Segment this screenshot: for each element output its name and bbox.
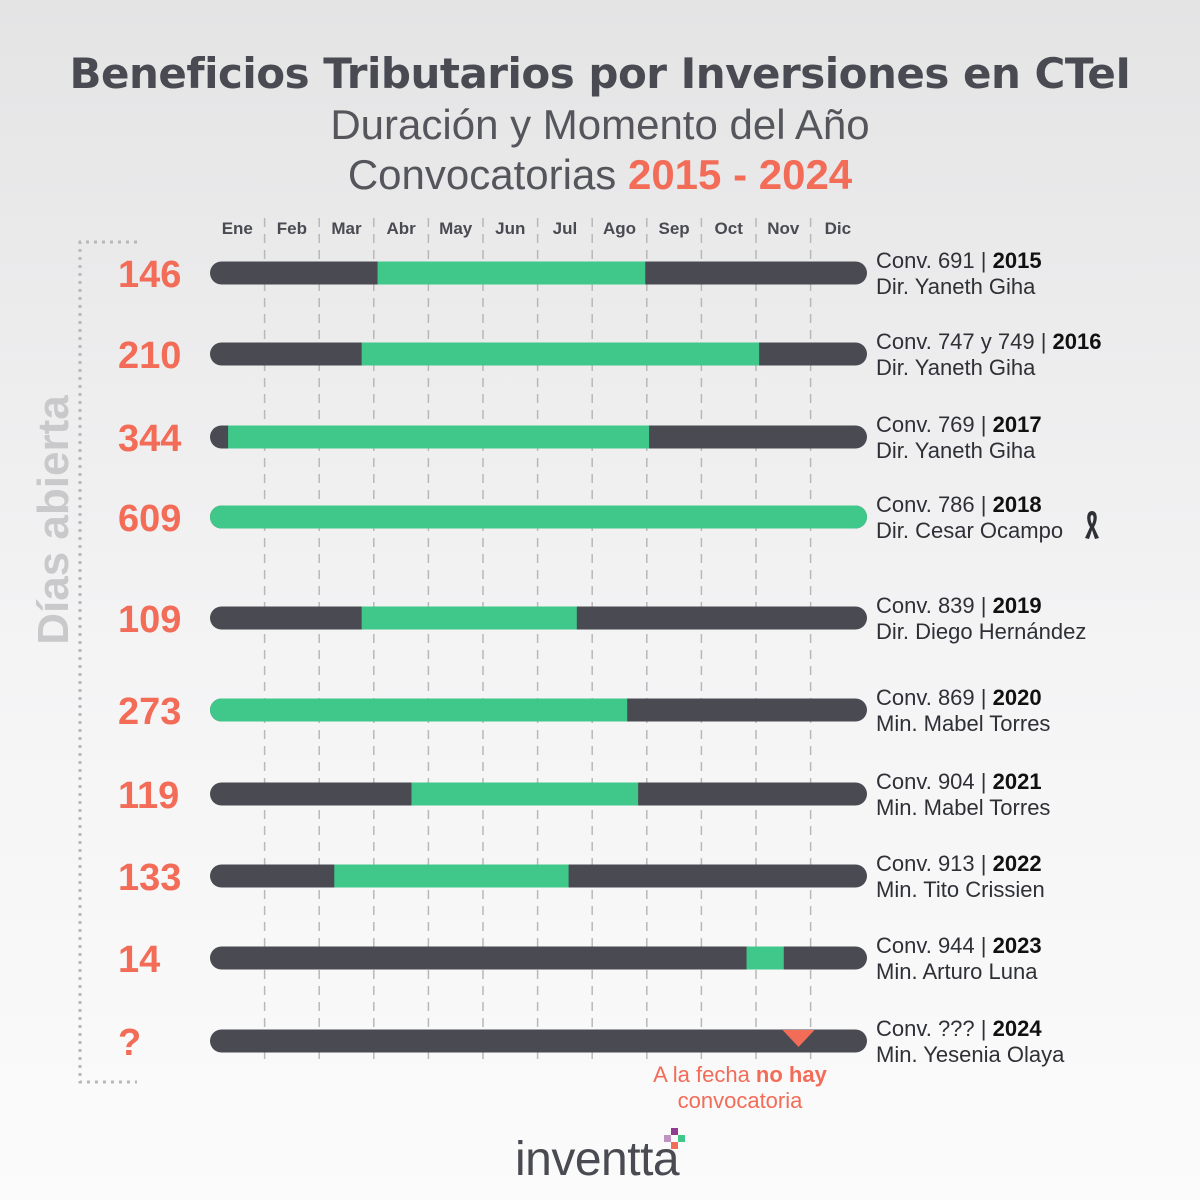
leader-label: Dir. Diego Hernández <box>876 619 1086 644</box>
open-period-bar <box>746 946 784 970</box>
days-value: 210 <box>118 335 181 377</box>
leader-label: Dir. Yaneth Giha <box>876 438 1036 463</box>
month-label: Dic <box>825 219 851 238</box>
date-marker-icon <box>782 1030 815 1047</box>
inventta-logo: inventta <box>515 1133 680 1186</box>
footnote-text-1: A la fecha <box>653 1062 756 1087</box>
days-value: 344 <box>118 418 181 460</box>
convocatoria-label: Conv. 869 | 2020 <box>876 685 1042 710</box>
conv-number: Conv. 839 | <box>876 593 993 618</box>
mourning-ribbon-icon <box>1085 511 1099 539</box>
month-label: Mar <box>331 219 362 238</box>
leader-label: Dir. Yaneth Giha <box>876 355 1036 380</box>
open-period-bar <box>228 425 650 449</box>
days-value: 119 <box>118 775 179 817</box>
open-period-bar <box>210 505 867 529</box>
month-label: Ene <box>222 219 253 238</box>
open-period-bar <box>334 864 569 888</box>
convocatoria-label: Conv. ??? | 2024 <box>876 1016 1042 1041</box>
conv-number: Conv. 904 | <box>876 769 993 794</box>
open-period-bar <box>361 606 577 630</box>
days-value: 133 <box>118 857 181 899</box>
conv-year: 2024 <box>993 1016 1043 1041</box>
leader-label: Min. Mabel Torres <box>876 711 1050 736</box>
logo-mark-icon <box>664 1128 685 1149</box>
month-label: Ago <box>603 219 636 238</box>
convocatoria-label: Conv. 913 | 2022 <box>876 851 1042 876</box>
days-value: 14 <box>118 939 160 981</box>
leader-label: Min. Yesenia Olaya <box>876 1042 1065 1067</box>
days-value: ? <box>118 1022 141 1064</box>
open-period-bar <box>361 342 760 366</box>
leader-label: Min. Arturo Luna <box>876 959 1038 984</box>
leader-label: Dir. Cesar Ocampo <box>876 518 1063 543</box>
chart-title: Beneficios Tributarios por Inversiones e… <box>69 49 1131 98</box>
month-label: Oct <box>715 219 744 238</box>
conv-number: Conv. 869 | <box>876 685 993 710</box>
conv-year: 2018 <box>993 492 1042 517</box>
open-period-bar <box>411 782 639 806</box>
leader-label: Dir. Yaneth Giha <box>876 274 1036 299</box>
timeline-track <box>210 1029 867 1053</box>
open-period-bar <box>377 261 646 285</box>
title-block: Beneficios Tributarios por Inversiones e… <box>0 48 1200 200</box>
convocatoria-label: Conv. 944 | 2023 <box>876 933 1042 958</box>
conv-year: 2016 <box>1053 329 1102 354</box>
days-value: 146 <box>118 254 181 296</box>
days-value: 109 <box>118 599 181 641</box>
conv-number: Conv. 747 y 749 | <box>876 329 1053 354</box>
footnote-text-2: convocatoria <box>677 1088 803 1113</box>
convocatoria-label: Conv. 839 | 2019 <box>876 593 1042 618</box>
y-axis-label: Días abierta <box>29 395 78 645</box>
leader-label: Min. Mabel Torres <box>876 795 1050 820</box>
timeline-track <box>210 946 867 970</box>
conv-number: Conv. 769 | <box>876 412 993 437</box>
month-label: Nov <box>767 219 800 238</box>
conv-number: Conv. 944 | <box>876 933 993 958</box>
conv-year: 2019 <box>993 593 1042 618</box>
conv-year: 2021 <box>993 769 1042 794</box>
chart-subtitle-years: Convocatorias 2015 - 2024 <box>0 150 1200 200</box>
conv-number: Conv. 691 | <box>876 248 993 273</box>
footnote-bold: no hay <box>755 1062 827 1087</box>
month-label: Feb <box>277 219 307 238</box>
conv-year: 2022 <box>993 851 1042 876</box>
days-value: 273 <box>118 691 181 733</box>
convocatoria-label: Conv. 786 | 2018 <box>876 492 1042 517</box>
open-period-bar <box>210 698 640 722</box>
subtitle-prefix: Convocatorias <box>347 151 617 198</box>
convocatoria-label: Conv. 769 | 2017 <box>876 412 1042 437</box>
conv-number: Conv. ??? | <box>876 1016 993 1041</box>
chart-subtitle: Duración y Momento del Año <box>330 101 870 148</box>
subtitle-year-range: 2015 - 2024 <box>627 151 853 198</box>
conv-year: 2020 <box>993 685 1042 710</box>
month-label: Jul <box>553 219 578 238</box>
convocatoria-label: Conv. 691 | 2015 <box>876 248 1042 273</box>
month-label: Jun <box>495 219 525 238</box>
conv-year: 2023 <box>993 933 1042 958</box>
month-label: May <box>439 219 473 238</box>
conv-number: Conv. 786 | <box>876 492 993 517</box>
month-label: Sep <box>659 219 690 238</box>
month-label: Abr <box>386 219 416 238</box>
track-cover <box>627 698 642 722</box>
no-call-footnote: A la fecha no hay convocatoria <box>600 1062 880 1114</box>
convocatoria-label: Conv. 747 y 749 | 2016 <box>876 329 1101 354</box>
conv-year: 2017 <box>993 412 1042 437</box>
days-value: 609 <box>118 498 181 540</box>
convocatoria-label: Conv. 904 | 2021 <box>876 769 1042 794</box>
conv-year: 2015 <box>993 248 1042 273</box>
conv-number: Conv. 913 | <box>876 851 993 876</box>
leader-label: Min. Tito Crissien <box>876 877 1045 902</box>
